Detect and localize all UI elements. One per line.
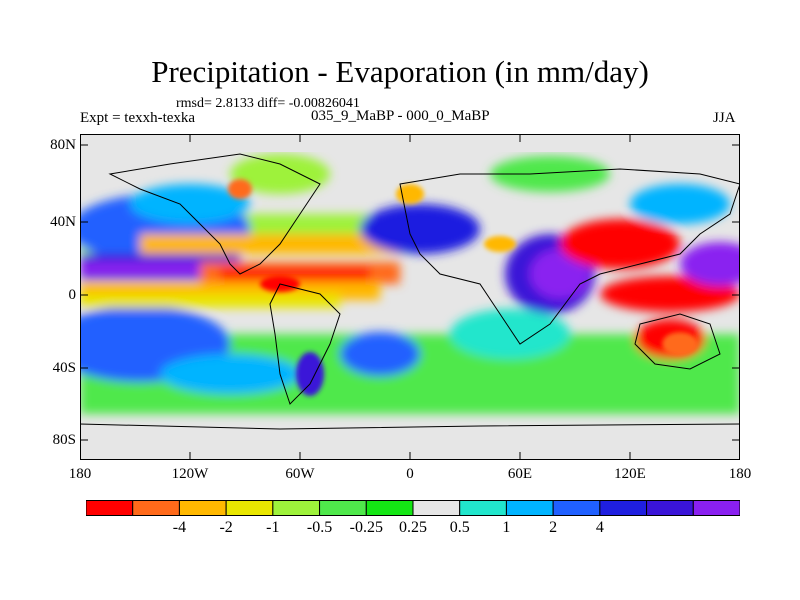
world-map-field — [80, 134, 740, 460]
colorbar-swatch — [319, 500, 367, 516]
colorbar-swatch — [692, 500, 740, 516]
colorbar — [86, 500, 740, 516]
x-tick-label: 60W — [285, 466, 315, 482]
colorbar-swatch — [132, 500, 180, 516]
stats-readout: rmsd= 2.8133 diff= -0.00826041 — [176, 96, 360, 111]
colorbar-swatch — [178, 500, 227, 516]
colorbar-swatch — [86, 500, 134, 516]
colorbar-label: -2 — [219, 519, 233, 536]
colorbar-label: -0.5 — [306, 519, 333, 536]
y-tick-label: 80N — [50, 137, 76, 153]
y-tick-label: 40S — [52, 360, 76, 376]
colorbar-swatch — [459, 500, 507, 516]
coastlines — [80, 153, 740, 430]
y-tick-marks — [80, 144, 740, 441]
y-tick-label: 80S — [52, 432, 76, 448]
x-tick-label: 120W — [171, 466, 209, 482]
colorbar-swatch — [552, 500, 601, 516]
colorbar-label: 0.5 — [449, 519, 470, 536]
x-tick-label: 120E — [614, 466, 646, 482]
y-tick-label: 40N — [50, 214, 76, 230]
colorbar-swatch — [225, 500, 274, 516]
colorbar-swatch — [599, 500, 648, 516]
colorbar-swatch — [646, 500, 694, 516]
colorbar-label: 2 — [549, 519, 558, 536]
plot-title: Precipitation - Evaporation (in mm/day) — [151, 54, 649, 89]
field-layer — [80, 134, 740, 460]
colorbar-swatch — [412, 500, 461, 516]
x-tick-label: 60E — [507, 466, 533, 482]
season-label: JJA — [713, 110, 736, 126]
x-tick-label: 180 — [68, 466, 92, 482]
colorbar-label: 0.25 — [399, 519, 427, 536]
colorbar-label: -1 — [266, 519, 280, 536]
x-tick-marks — [189, 134, 631, 460]
period-label: 035_9_MaBP - 000_0_MaBP — [311, 108, 490, 124]
colorbar-label: 4 — [595, 519, 604, 536]
colorbar-swatch — [272, 500, 321, 516]
x-tick-label: 0 — [406, 466, 414, 482]
colorbar-label: 1 — [502, 519, 511, 536]
colorbar-swatch — [365, 500, 414, 516]
colorbar-label: -0.25 — [349, 519, 383, 536]
x-tick-label: 180 — [728, 466, 752, 482]
y-tick-label: 0 — [68, 287, 77, 303]
colorbar-label: -4 — [172, 519, 187, 536]
experiment-label: Expt = texxh-texka — [80, 110, 196, 126]
colorbar-swatch — [505, 500, 554, 516]
